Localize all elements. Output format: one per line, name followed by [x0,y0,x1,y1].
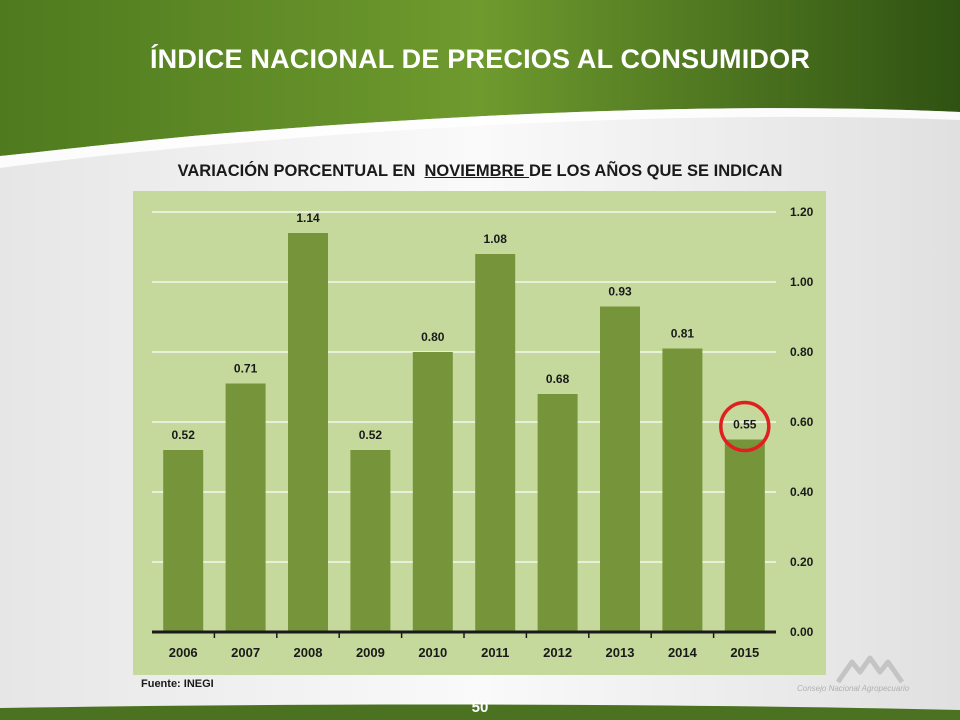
header-band [0,0,960,156]
y-tick-label: 0.60 [790,415,814,429]
subtitle-prefix: VARIACIÓN PORCENTUAL EN [177,162,425,180]
y-tick-label: 1.00 [790,275,814,289]
data-label: 0.71 [234,362,258,376]
logo-caption: Consejo Nacional Agropecuario [797,684,910,693]
bar-2006 [163,450,204,632]
bar-2011 [475,254,516,632]
logo-icon [836,655,905,684]
data-label: 0.68 [546,372,570,386]
data-label: 0.55 [733,418,757,432]
x-tick-label: 2007 [231,645,260,660]
x-tick-label: 2011 [481,645,509,660]
data-label: 0.80 [421,330,445,344]
x-tick-label: 2014 [668,645,698,660]
bar-2007 [225,383,266,632]
y-tick-label: 1.20 [790,205,814,219]
data-label: 0.52 [172,428,196,442]
bar-2015 [724,439,765,632]
data-label: 1.14 [296,211,320,225]
data-label: 1.08 [484,232,508,246]
x-tick-label: 2008 [294,645,323,660]
subtitle-highlight: NOVIEMBRE [424,162,530,180]
x-tick-label: 2006 [169,645,198,660]
footer-swoosh [0,704,960,720]
chart-subtitle: VARIACIÓN PORCENTUAL EN NOVIEMBRE DE LOS… [0,162,960,181]
highlight-circle [719,400,771,453]
bar-2014 [662,348,703,632]
y-tick-label: 0.80 [790,345,814,359]
y-tick-label: 0.00 [790,625,814,639]
data-label: 0.52 [359,428,383,442]
y-tick-label: 0.20 [790,555,814,569]
x-tick-label: 2015 [730,645,759,660]
subtitle-suffix: DE LOS AÑOS QUE SE INDICAN [529,162,783,180]
x-tick-label: 2012 [543,645,572,660]
y-tick-label: 0.40 [790,485,814,499]
header-swoosh [0,108,960,168]
bar-2009 [350,450,391,632]
x-tick-label: 2013 [606,645,635,660]
bar-2013 [600,306,640,632]
bar-2010 [412,352,453,632]
x-tick-label: 2009 [356,645,385,660]
data-label: 0.81 [671,327,695,341]
x-tick-label: 2010 [418,645,447,660]
page-number: 50 [471,699,489,716]
bar-2008 [288,233,328,632]
data-label: 0.93 [608,285,632,299]
bar-2012 [537,394,578,632]
slide-title: ÍNDICE NACIONAL DE PRECIOS AL CONSUMIDOR [149,44,811,74]
source-note: Fuente: INEGI [141,678,214,690]
